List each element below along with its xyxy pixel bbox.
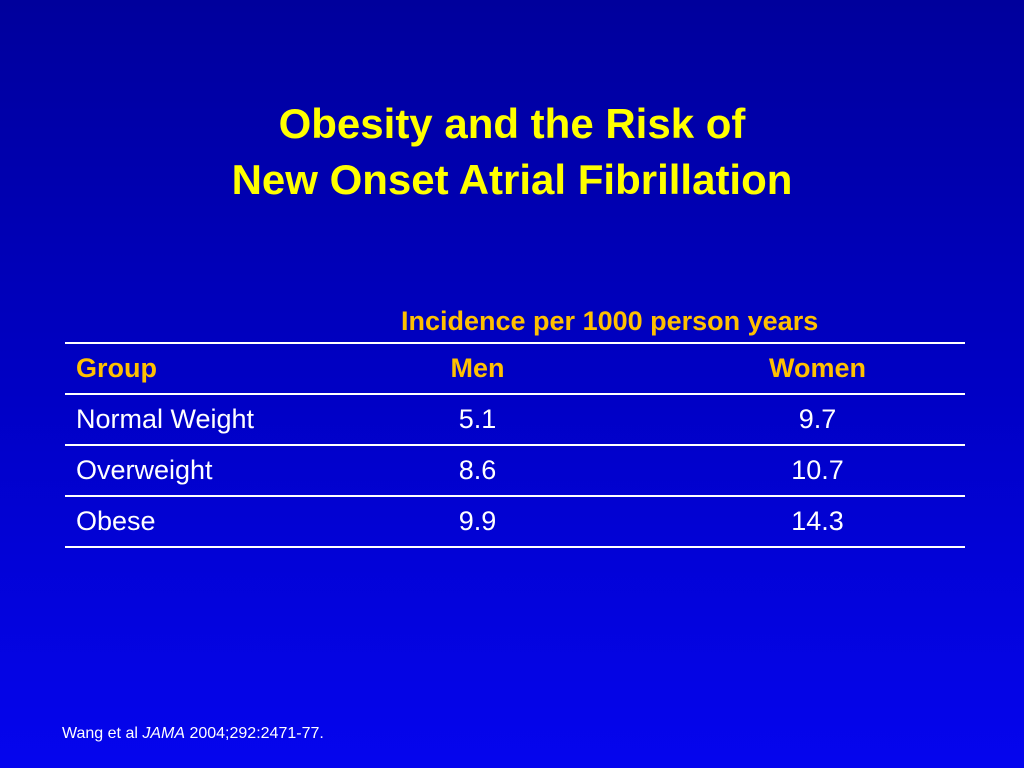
citation-details: 2004;292:2471-77.	[185, 725, 324, 742]
title-line-2: New Onset Atrial Fibrillation	[231, 156, 793, 203]
slide-title: Obesity and the Risk of New Onset Atrial…	[0, 96, 1024, 208]
citation: Wang et al JAMA 2004;292:2471-77.	[62, 724, 324, 744]
citation-authors: Wang et al	[62, 725, 143, 742]
incidence-table: Group Men Women Normal Weight 5.1 9.7 Ov…	[65, 344, 965, 548]
group-cell: Overweight	[65, 445, 375, 497]
men-value-cell: 5.1	[375, 394, 650, 446]
women-value-cell: 9.7	[650, 394, 965, 446]
citation-journal: JAMA	[142, 725, 186, 742]
group-cell: Normal Weight	[65, 394, 375, 446]
incidence-table-container: Incidence per 1000 person years Group Me…	[65, 298, 965, 548]
column-header-men: Men	[375, 344, 650, 395]
men-value-cell: 8.6	[375, 445, 650, 497]
column-header-women: Women	[650, 344, 965, 395]
title-line-1: Obesity and the Risk of	[278, 100, 746, 147]
incidence-super-header: Incidence per 1000 person years	[65, 298, 965, 344]
men-value-cell: 9.9	[375, 496, 650, 548]
table-row: Normal Weight 5.1 9.7	[65, 394, 965, 446]
table-row: Obese 9.9 14.3	[65, 496, 965, 548]
women-value-cell: 14.3	[650, 496, 965, 548]
table-header-row: Group Men Women	[65, 344, 965, 395]
group-cell: Obese	[65, 496, 375, 548]
table-row: Overweight 8.6 10.7	[65, 445, 965, 497]
column-header-group: Group	[65, 344, 375, 395]
women-value-cell: 10.7	[650, 445, 965, 497]
